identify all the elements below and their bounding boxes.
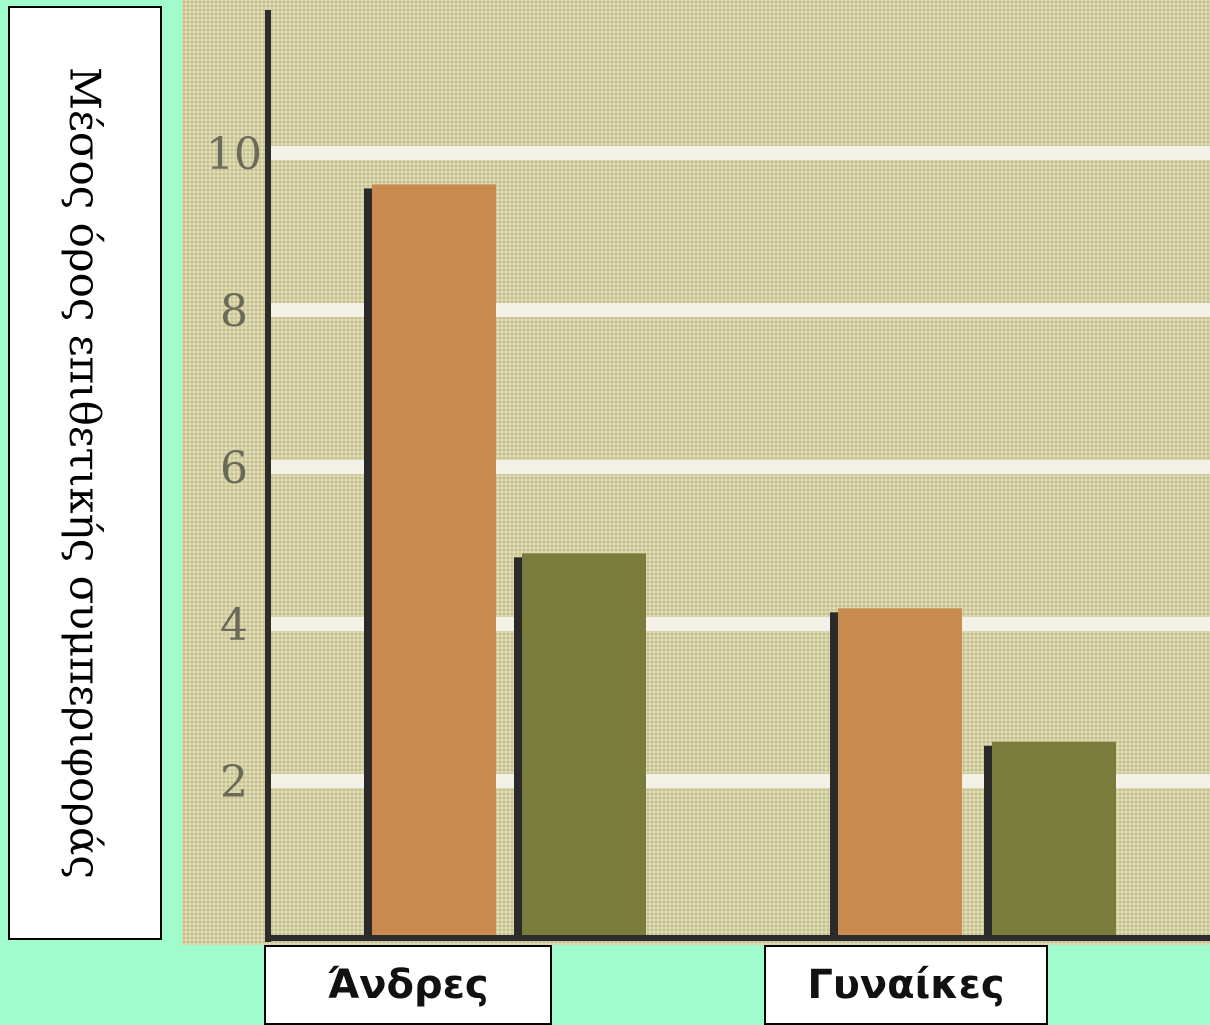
bar-men-orange [372, 184, 496, 938]
bar-shadow-men-olive [514, 557, 522, 938]
bar-women-olive [992, 741, 1116, 938]
axes [265, 10, 1210, 942]
y-tick-label-4: 4 [220, 600, 248, 651]
bars [364, 184, 1116, 938]
y-tick-labels: 2 4 6 8 10 [206, 129, 262, 808]
bar-shadow-women-olive [984, 745, 992, 938]
y-tick-label-6: 6 [220, 443, 248, 494]
y-axis-label: Μέσος όρος επιθετικής συμπεριφοράς [60, 67, 110, 879]
chart-panel: 2 4 6 8 10 [182, 0, 1210, 945]
category-label-women: Γυναίκες [764, 945, 1048, 1025]
bar-shadow-women-orange [830, 612, 838, 938]
y-tick-label-8: 8 [220, 286, 248, 337]
category-label-men: Άνδρες [264, 945, 552, 1025]
y-tick-label-2: 2 [220, 757, 248, 808]
y-axis-label-box: Μέσος όρος επιθετικής συμπεριφοράς [8, 6, 162, 940]
bar-chart: 2 4 6 8 10 [206, 10, 1210, 942]
bar-women-orange [838, 608, 962, 938]
bar-men-olive [522, 553, 646, 938]
y-tick-label-10: 10 [206, 129, 262, 180]
bar-shadow-men-orange [364, 188, 372, 938]
